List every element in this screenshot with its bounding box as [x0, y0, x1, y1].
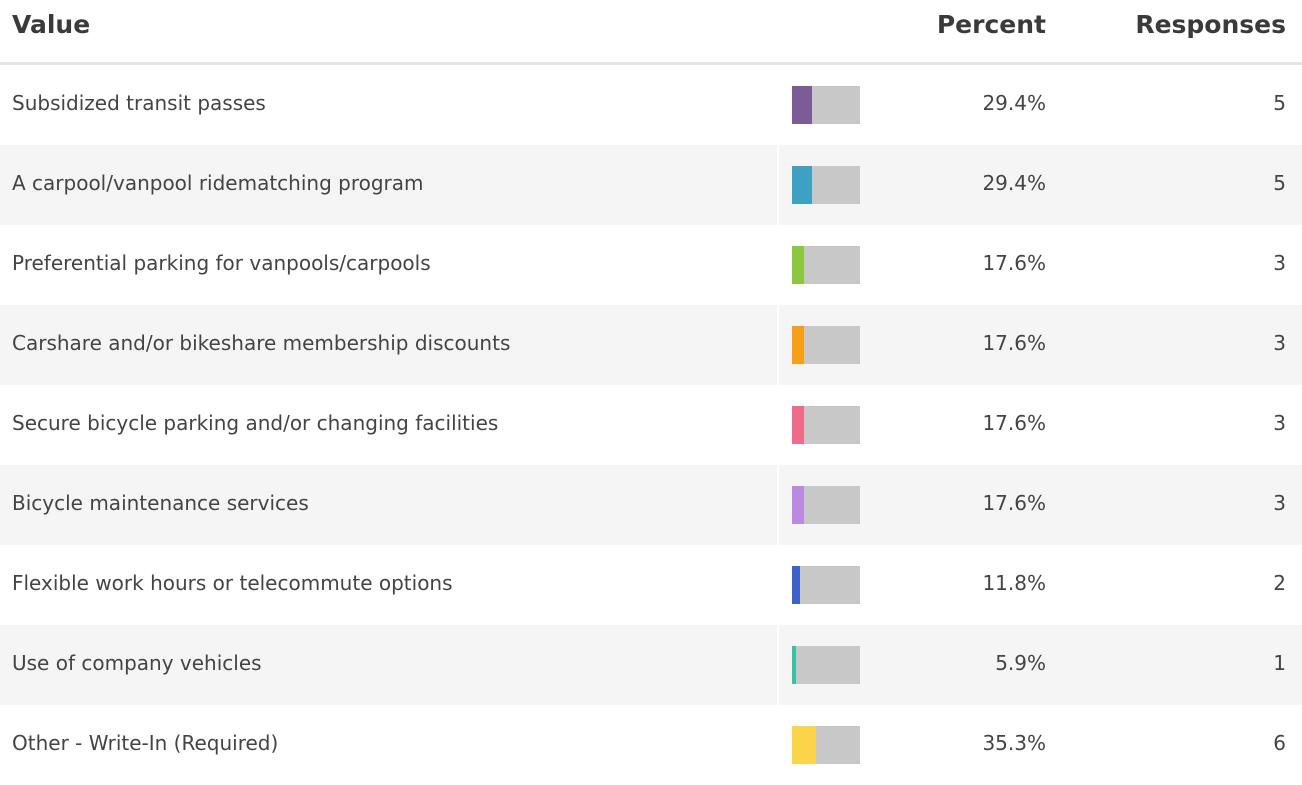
column-separator	[777, 545, 779, 625]
responses-cell: 3	[1273, 491, 1286, 515]
bar-track	[792, 406, 860, 444]
table-row: Other - Write-In (Required) 35.3% 6	[0, 705, 1302, 785]
column-separator	[777, 145, 779, 225]
bar	[792, 566, 801, 604]
bar	[792, 406, 804, 444]
table-row: Secure bicycle parking and/or changing f…	[0, 385, 1302, 465]
row-label: A carpool/vanpool ridematching program	[12, 171, 424, 195]
column-separator	[777, 625, 779, 705]
percent-cell: 5.9%	[995, 651, 1046, 675]
header-cell: Responses	[1135, 10, 1286, 39]
page: Value Percent Responses Subsidized trans…	[0, 0, 1302, 764]
responses-cell: 5	[1273, 91, 1286, 115]
bar	[792, 166, 812, 204]
percent-cell: 17.6%	[982, 491, 1046, 515]
row-label: Carshare and/or bikeshare membership dis…	[12, 331, 511, 355]
column-separator	[777, 65, 779, 145]
row-label: Use of company vehicles	[12, 651, 262, 675]
table-row: Subsidized transit passes 29.4% 5	[0, 65, 1302, 145]
bar	[792, 86, 812, 124]
column-separator	[777, 705, 779, 785]
responses-cell: 6	[1273, 731, 1286, 755]
responses-cell: 3	[1273, 331, 1286, 355]
column-separator	[777, 305, 779, 385]
row-label: Other - Write-In (Required)	[12, 731, 279, 755]
bar	[792, 646, 796, 684]
bar	[792, 326, 804, 364]
table-row: Preferential parking for vanpools/carpoo…	[0, 225, 1302, 305]
column-separator	[777, 465, 779, 545]
row-label: Bicycle maintenance services	[12, 491, 309, 515]
row-label: Flexible work hours or telecommute optio…	[12, 571, 453, 595]
responses-cell: 5	[1273, 171, 1286, 195]
percent-cell: 29.4%	[982, 171, 1046, 195]
bar	[792, 486, 804, 524]
header-cell: Value	[12, 10, 91, 39]
header-row: Value Percent Responses	[0, 0, 1302, 65]
responses-cell: 1	[1273, 651, 1286, 675]
bar-track	[792, 726, 860, 764]
percent-cell: 29.4%	[982, 91, 1046, 115]
percent-cell: 17.6%	[982, 411, 1046, 435]
header-cell: Percent	[936, 10, 1046, 39]
row-label: Preferential parking for vanpools/carpoo…	[12, 251, 431, 275]
column-separator	[777, 225, 779, 305]
bar	[792, 246, 804, 284]
column-separator	[777, 385, 779, 465]
responses-cell: 3	[1273, 251, 1286, 275]
table-row: Bicycle maintenance services 17.6% 3	[0, 465, 1302, 545]
row-label: Subsidized transit passes	[12, 91, 266, 115]
table-row: Flexible work hours or telecommute optio…	[0, 545, 1302, 625]
row-label: Secure bicycle parking and/or changing f…	[12, 411, 499, 435]
table-row: Carshare and/or bikeshare membership dis…	[0, 305, 1302, 385]
table-row: A carpool/vanpool ridematching program 29…	[0, 145, 1302, 225]
bar	[792, 726, 816, 764]
percent-cell: 11.8%	[982, 571, 1046, 595]
bar-track	[792, 166, 860, 204]
percent-cell: 35.3%	[982, 731, 1046, 755]
bar-track	[792, 246, 860, 284]
bar-track	[792, 566, 860, 604]
responses-cell: 2	[1273, 571, 1286, 595]
bar-track	[792, 486, 860, 524]
bar-track	[792, 326, 860, 364]
percent-cell: 17.6%	[982, 251, 1046, 275]
bar-track	[792, 646, 860, 684]
table-row: Use of company vehicles 5.9% 1	[0, 625, 1302, 705]
percent-cell: 17.6%	[982, 331, 1046, 355]
responses-cell: 3	[1273, 411, 1286, 435]
bar-track	[792, 86, 860, 124]
